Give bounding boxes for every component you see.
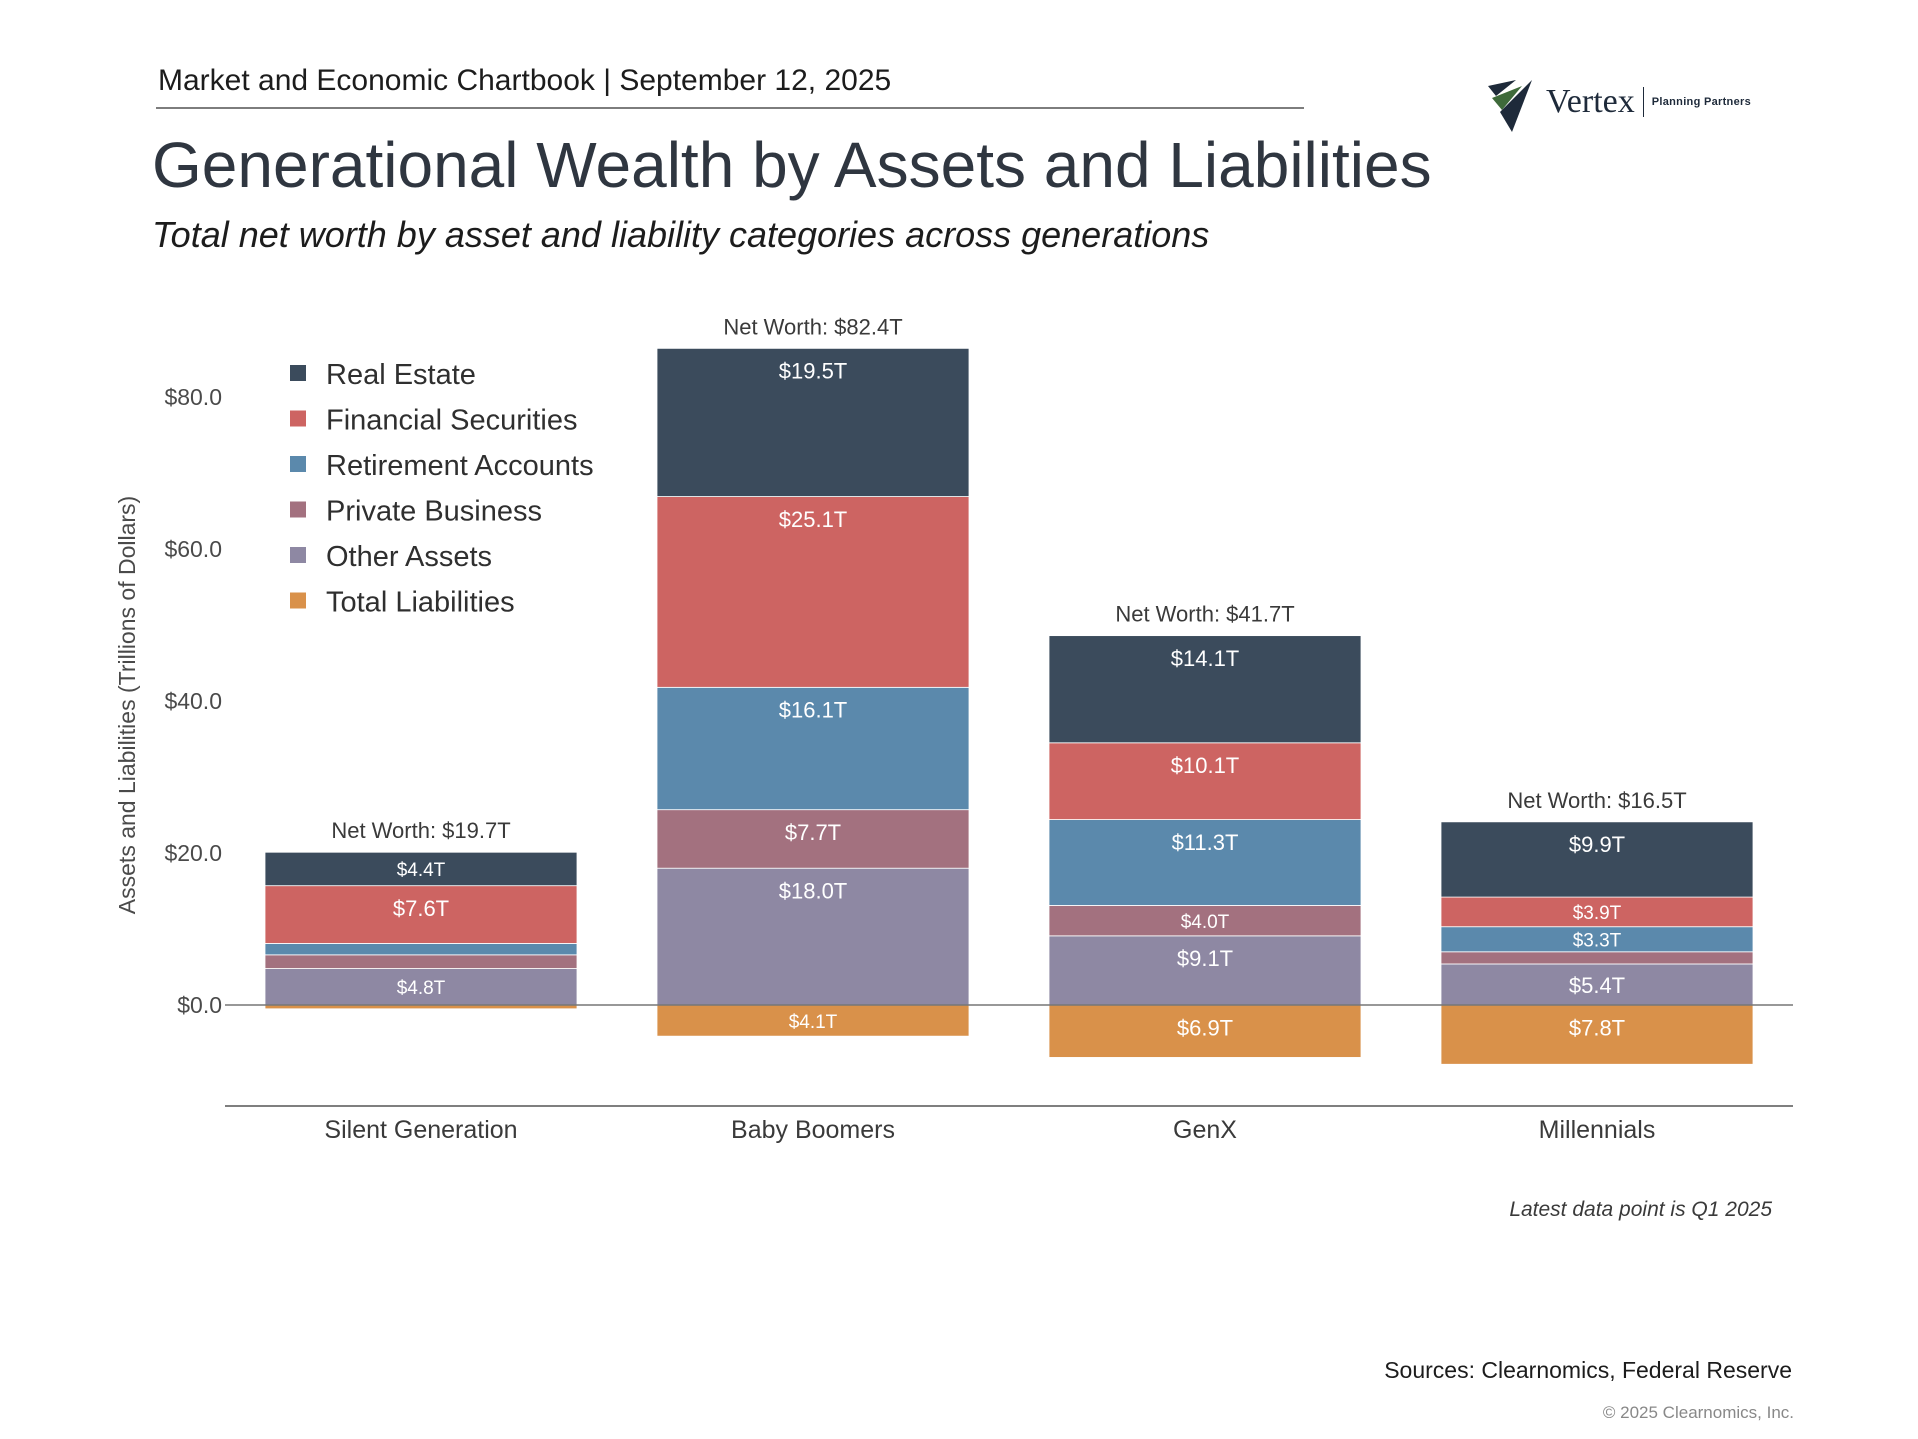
bar-value-label: $7.7T: [785, 820, 841, 845]
chart-subtitle: Total net worth by asset and liability c…: [152, 214, 1210, 255]
bar-value-label: $3.9T: [1573, 903, 1622, 924]
bar-segment: [264, 885, 578, 944]
chartbook-header: Market and Economic Chartbook | Septembe…: [158, 64, 892, 97]
bar-value-label: $6.9T: [1177, 1015, 1233, 1040]
legend-entry: Real Estate: [326, 359, 476, 391]
bar-segment: [1048, 819, 1362, 906]
legend-entry: Retirement Accounts: [326, 450, 594, 482]
y-tick-label: $80.0: [164, 384, 222, 410]
legend-swatch: [290, 410, 306, 427]
bar-value-label: $14.1T: [1171, 646, 1240, 671]
legend-swatch: [290, 592, 306, 609]
logo-separator: [1642, 87, 1644, 117]
bar-segment: [656, 347, 970, 497]
legend-entry: Other Assets: [326, 541, 492, 573]
header-divider: [156, 107, 1304, 109]
bar-segment: [1048, 905, 1362, 937]
bar-value-label: $9.9T: [1569, 832, 1625, 857]
bar-value-label: $5.4T: [1569, 973, 1625, 998]
bar-segment: [1440, 896, 1754, 928]
bar-segment: [1440, 1004, 1754, 1065]
bar-segment: [656, 1004, 970, 1037]
net-worth-label: Net Worth: $41.7T: [1115, 602, 1294, 627]
bar-segment: [656, 686, 970, 811]
bar-value-label: $25.1T: [779, 507, 848, 532]
bar-segment: [264, 851, 578, 887]
bar-segment: [1440, 951, 1754, 965]
legend-entry: Private Business: [326, 496, 542, 528]
bar-value-label: $4.1T: [789, 1012, 838, 1033]
y-tick-label: $0.0: [177, 992, 222, 1018]
vertex-mark-icon: [1488, 80, 1532, 132]
bar-segment: [264, 954, 578, 969]
x-tick-label: GenX: [1173, 1116, 1237, 1144]
logo-tagline: Planning Partners: [1651, 96, 1751, 108]
bar-value-label: $4.4T: [397, 860, 446, 881]
legend-swatch: [290, 547, 306, 563]
bar-segment: [1048, 635, 1362, 744]
legend-swatch: [290, 501, 306, 518]
bar-value-label: $9.1T: [1177, 946, 1233, 971]
copyright-note: © 2025 Clearnomics, Inc.: [1602, 1403, 1794, 1422]
bar-value-label: $10.1T: [1171, 753, 1240, 778]
bar-value-label: $7.6T: [393, 896, 449, 921]
bar-segment: [1048, 742, 1362, 820]
bar-value-label: $16.1T: [779, 698, 848, 723]
x-tick-label: Millennials: [1539, 1116, 1656, 1144]
bar-value-label: $11.3T: [1172, 830, 1239, 855]
bar-segment: [1440, 821, 1754, 898]
y-tick-label: $40.0: [164, 688, 222, 714]
bar-value-label: $19.5T: [779, 359, 848, 384]
bar-segment: [1048, 935, 1362, 1006]
legend-swatch: [290, 456, 306, 472]
bar-segment: [656, 809, 970, 869]
bar-segment: [1440, 926, 1754, 953]
bar-segment: [264, 943, 578, 956]
legend-entry: Total Liabilities: [326, 587, 515, 619]
net-worth-label: Net Worth: $16.5T: [1507, 788, 1686, 813]
bar-value-label: $4.8T: [397, 978, 446, 999]
logo-wordmark: Vertex: [1546, 83, 1635, 120]
bar-value-label: $4.0T: [1181, 912, 1230, 933]
bar-segment: [1440, 963, 1754, 1006]
net-worth-label: Net Worth: $19.7T: [331, 818, 510, 843]
y-axis-label: Assets and Liabilities (Trillions of Dol…: [114, 496, 140, 914]
bar-value-label: $18.0T: [779, 879, 848, 904]
bar-segment: [656, 867, 970, 1006]
chart-title: Generational Wealth by Assets and Liabil…: [152, 129, 1432, 201]
legend-swatch: [290, 365, 306, 381]
bar-value-label: $7.8T: [1569, 1015, 1625, 1040]
legend-entry: Financial Securities: [326, 405, 577, 437]
x-tick-label: Silent Generation: [324, 1116, 517, 1144]
vertex-logo: Vertex Planning Partners: [1486, 72, 1751, 132]
net-worth-label: Net Worth: $82.4T: [723, 314, 902, 339]
latest-data-note: Latest data point is Q1 2025: [1509, 1198, 1772, 1221]
y-tick-label: $60.0: [164, 536, 222, 562]
bar-segment: [656, 496, 970, 688]
sources-note: Sources: Clearnomics, Federal Reserve: [1384, 1357, 1792, 1383]
x-tick-label: Baby Boomers: [731, 1116, 895, 1144]
y-tick-label: $20.0: [164, 840, 222, 866]
bar-segment: [1048, 1004, 1362, 1058]
bar-value-label: $3.3T: [1573, 930, 1622, 951]
